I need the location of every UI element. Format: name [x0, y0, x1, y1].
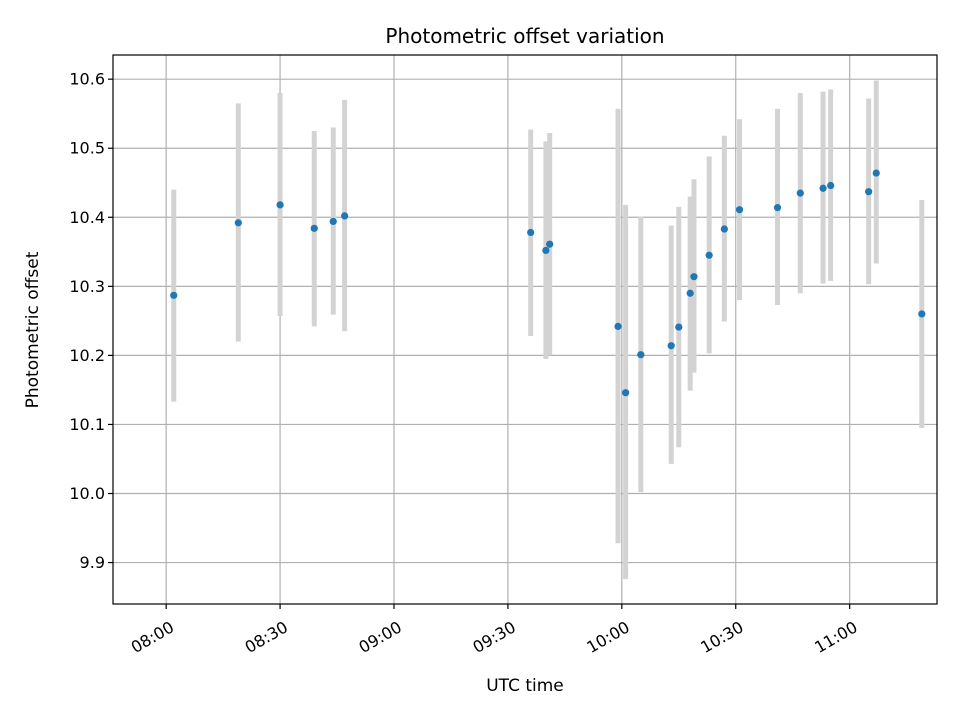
plot-frame [112, 54, 938, 605]
data-point [720, 225, 728, 233]
data-point [276, 201, 284, 209]
y-tick-label: 10.5 [69, 139, 105, 158]
data-point [170, 291, 178, 299]
data-point [614, 322, 622, 330]
data-point [918, 310, 926, 318]
y-axis: 9.9 10.0 10.1 10.2 10.3 10.4 10.5 10.6 [69, 70, 113, 572]
data-point [796, 189, 804, 197]
data-point [865, 188, 873, 196]
y-tick-label: 10.6 [69, 70, 105, 89]
data-point [637, 351, 645, 359]
y-tick-label: 10.2 [69, 346, 105, 365]
data-point [329, 217, 337, 226]
y-tick-label: 10.1 [69, 415, 105, 434]
data-point [872, 169, 880, 177]
data-point [622, 389, 630, 397]
data-point [705, 251, 713, 259]
data-point [542, 246, 550, 255]
y-tick-label: 10.3 [69, 277, 105, 296]
data-point [686, 289, 694, 297]
data-point [735, 206, 744, 214]
chart-title: Photometric offset variation [385, 24, 664, 48]
y-tick-label: 9.9 [80, 553, 105, 572]
x-axis-title: UTC time [486, 676, 564, 696]
data-point [667, 342, 675, 350]
data-point [827, 181, 835, 190]
grid [113, 55, 937, 604]
data-point [690, 273, 698, 281]
data-point [819, 184, 827, 192]
data-point [773, 204, 782, 212]
data-point [527, 228, 535, 237]
y-axis-title: Photometric offset [23, 251, 43, 408]
data-point [341, 212, 349, 220]
data-point [234, 219, 242, 227]
data-points [170, 169, 926, 397]
data-point [310, 224, 318, 232]
data-point [546, 240, 554, 248]
y-tick-label: 10.0 [69, 484, 105, 503]
y-tick-label: 10.4 [69, 208, 105, 227]
data-point [675, 323, 683, 331]
